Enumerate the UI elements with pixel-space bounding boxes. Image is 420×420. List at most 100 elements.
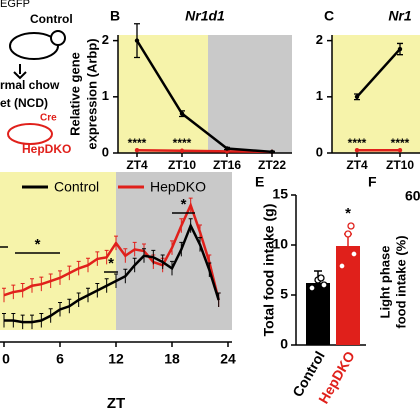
error-whisker: [11, 313, 16, 328]
replicate-dot: [338, 262, 346, 270]
y-tick-label: 1: [316, 88, 323, 103]
replicate-dot: [350, 250, 358, 258]
error-whisker: [170, 260, 174, 276]
point: [269, 149, 275, 155]
series-line: [356, 48, 401, 98]
replicate-dot: [320, 281, 328, 289]
error-whisker: [20, 283, 25, 298]
y-axis-label: food intake (%): [393, 235, 408, 328]
point: [179, 148, 185, 153]
error-whisker: [114, 235, 118, 251]
error-whisker: [2, 313, 6, 328]
label: Control: [30, 12, 73, 26]
point: [224, 146, 230, 151]
series-line: [3, 201, 220, 301]
x-tick-label: ZT4: [346, 158, 368, 172]
point: [354, 94, 360, 100]
series-line: [4, 222, 220, 324]
annotation: ****: [173, 136, 192, 150]
annotation: ****: [128, 136, 147, 150]
error-whisker: [48, 273, 53, 289]
legend-label: HepDKO: [150, 179, 206, 195]
x-tick-label: 6: [56, 351, 64, 367]
error-whisker: [104, 249, 109, 265]
error-whisker: [123, 268, 128, 284]
annotation: *: [345, 205, 351, 222]
replicate-dot: [347, 222, 355, 230]
error-whisker: [104, 278, 109, 293]
annotation: ****: [391, 136, 410, 150]
error-whisker: [48, 308, 53, 323]
panel-label: B: [110, 8, 120, 24]
replicate-dot: [308, 284, 316, 292]
error-whisker: [179, 241, 184, 257]
error-whisker: [39, 276, 44, 292]
y-tick-label: 2: [316, 32, 323, 47]
y-tick-label: 5: [280, 286, 288, 302]
error-whisker: [58, 301, 62, 317]
label: et (NCD): [0, 96, 48, 110]
x-tick-label: 24: [220, 351, 236, 367]
error-whisker: [160, 254, 165, 270]
arrow: [13, 64, 27, 80]
error-whisker: [188, 218, 193, 233]
label: EGFP: [0, 0, 30, 10]
error-whisker: [2, 287, 6, 303]
error-whisker: [142, 248, 146, 263]
y-tick-label: 1: [102, 88, 109, 103]
replicate-dot: [344, 230, 352, 238]
mouse-icon: [7, 123, 53, 145]
error-whisker: [86, 287, 90, 303]
x-tick-label: 12: [108, 351, 124, 367]
x-tick-label: ZT4: [126, 158, 148, 172]
mouse-icon: [50, 30, 66, 46]
y-tick-label: 0: [280, 336, 288, 352]
label: HepDKO: [22, 142, 71, 156]
annotation: ****: [348, 136, 367, 150]
x-tick-label: ZT10: [168, 158, 196, 172]
point: [354, 147, 360, 153]
panel-label: E: [255, 174, 264, 190]
error-whisker: [30, 314, 34, 330]
dark-phase: [208, 35, 292, 153]
y-tick-label: 10: [272, 236, 288, 252]
error-whisker: [198, 224, 202, 240]
error-whisker: [151, 249, 156, 265]
label: Cre: [40, 113, 57, 124]
error-whisker: [207, 262, 212, 277]
error-whisker: [11, 284, 16, 300]
y-axis-label: expression (Arbp): [84, 38, 99, 149]
y-axis-label: Total food intake (g): [261, 204, 277, 337]
replicate-dot: [317, 274, 325, 282]
point: [134, 147, 140, 153]
error-whisker: [132, 241, 137, 257]
x-tick-label: ZT22: [258, 158, 286, 172]
error-whisker: [132, 257, 137, 273]
error-whisker: [76, 260, 81, 276]
point: [179, 111, 185, 116]
panel-label: F: [368, 174, 377, 190]
error-whisker: [30, 278, 34, 293]
series-line: [136, 148, 273, 154]
error-whisker: [179, 218, 184, 233]
panel-label: C: [324, 8, 334, 24]
y-tick-label: 0: [102, 144, 109, 159]
bar: [306, 283, 330, 345]
light-phase: [0, 172, 116, 330]
point: [397, 147, 403, 153]
x-tick-label: ZT16: [213, 158, 241, 172]
x-tick-label: ZT10: [386, 158, 414, 172]
y-axis-label: Light phase: [377, 246, 392, 319]
x-axis-label: ZT: [107, 395, 125, 412]
error-whisker: [95, 283, 100, 298]
dark-phase: [116, 172, 232, 330]
chart-title: Nr1: [388, 8, 412, 24]
error-whisker: [188, 197, 193, 213]
x-tick-label: 18: [164, 351, 180, 367]
annotation: *: [35, 236, 41, 253]
label: rmal chow: [0, 78, 60, 92]
error-whisker: [20, 314, 25, 330]
error-whisker: [58, 270, 62, 285]
x-tick-label: 0: [2, 351, 10, 367]
